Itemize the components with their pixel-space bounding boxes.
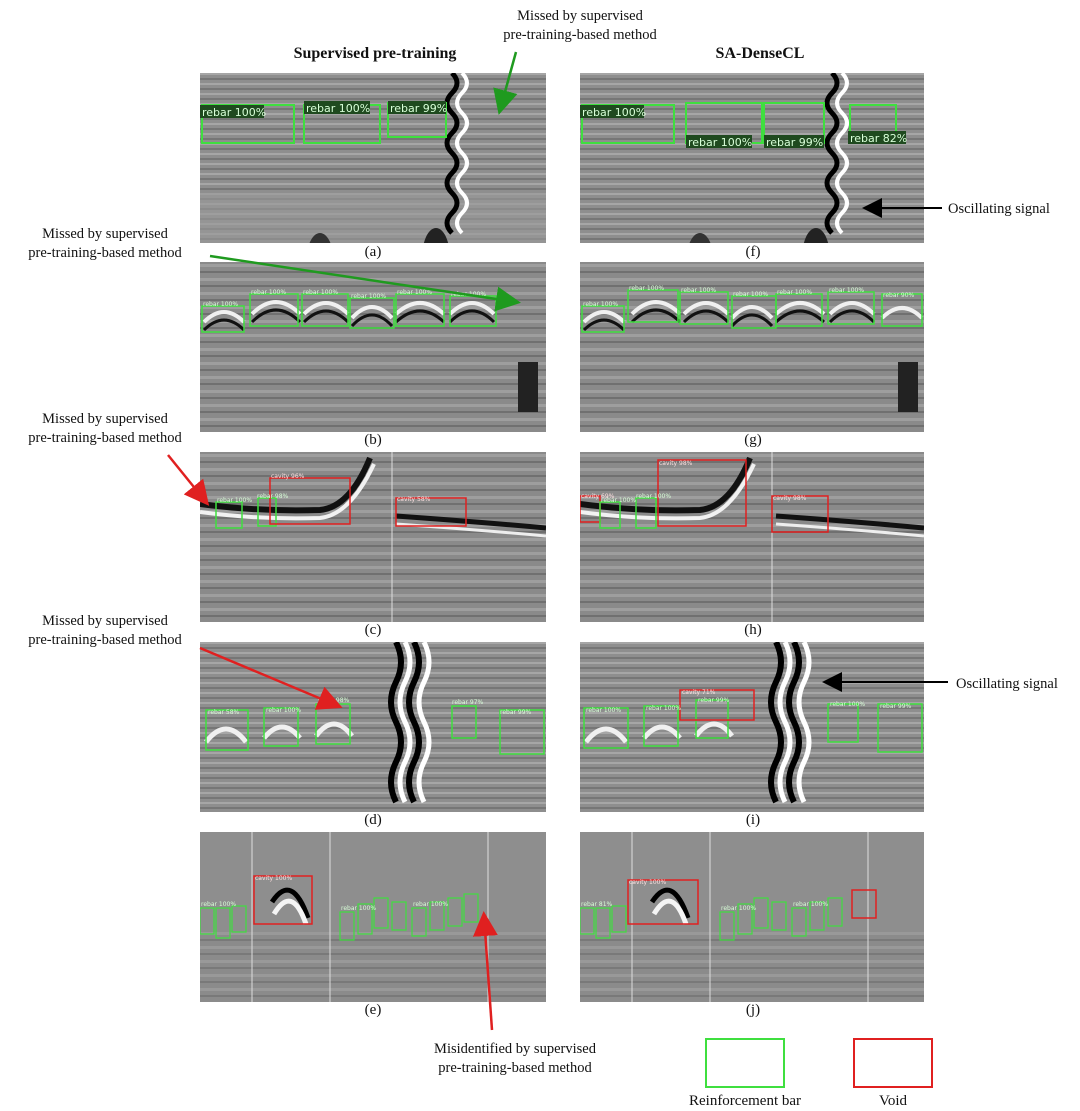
panel-d: rebar 58% rebar 100% rebar 98% rebar 97%… — [200, 642, 546, 812]
annotation-line: Missed by supervised — [517, 8, 643, 24]
panel-label-e: (e) — [364, 1002, 382, 1018]
panel-label-h: (h) — [744, 622, 762, 638]
detection-label: rebar 100% — [688, 136, 752, 149]
arrow-misidentified-e — [472, 911, 498, 1031]
annotation-line: pre-training-based method — [503, 27, 657, 43]
legend-label-rebar: Reinforcement bar — [688, 1093, 802, 1109]
detection-label: cavity 58% — [397, 496, 431, 503]
detection-label: cavity 98% — [773, 495, 807, 502]
detection-label: rebar 100% — [351, 293, 386, 300]
detection-label: cavity 71% — [682, 689, 716, 696]
detection-label: rebar 100% — [413, 901, 448, 908]
panel-label-g: (g) — [744, 432, 762, 448]
detection-label: rebar 99% — [766, 136, 823, 149]
missed-annotation-d: Missed by supervised pre-training-based … — [5, 612, 205, 650]
detection-label: rebar 100% — [629, 285, 664, 292]
detection-label: rebar 99% — [390, 102, 447, 115]
detection-label: rebar 100% — [586, 707, 621, 714]
detection-label: rebar 81% — [581, 901, 613, 908]
detection-label: rebar 82% — [850, 132, 907, 145]
detection-label: cavity 69% — [581, 493, 615, 500]
detection-label: cavity 98% — [659, 460, 693, 467]
annotation-line: pre-training-based method — [28, 430, 182, 446]
detection-label: rebar 100% — [636, 493, 671, 500]
arrow-missed-b — [209, 254, 521, 312]
oscillating-label-i: Oscillating signal — [956, 676, 1058, 692]
left-column-title: Supervised pre-training — [293, 45, 457, 62]
detection-label: rebar 58% — [208, 709, 240, 716]
detection-label: rebar 100% — [829, 287, 864, 294]
panel-label-d: (d) — [364, 812, 382, 828]
annotation-line: Missed by supervised — [42, 613, 168, 629]
panel-b: rebar 100% rebar 100% rebar 100% rebar 1… — [200, 262, 546, 432]
detection-label: rebar 100% — [217, 497, 252, 504]
detection-label: rebar 100% — [201, 901, 236, 908]
detection-label: cavity 100% — [255, 875, 292, 882]
panel-h: cavity 69% rebar 100% rebar 100% cavity … — [580, 452, 924, 622]
panel-label-b: (b) — [364, 432, 382, 448]
annotation-line: Missed by supervised — [42, 226, 168, 242]
detection-label: rebar 100% — [266, 707, 301, 714]
detection-label: cavity 100% — [629, 879, 666, 886]
panel-g: rebar 100% rebar 100% rebar 100% rebar 1… — [580, 262, 924, 432]
detection-label: rebar 100% — [251, 289, 286, 296]
annotation-line: Misidentified by supervised — [434, 1041, 596, 1057]
detection-label: rebar 100% — [583, 301, 618, 308]
detection-label: rebar 100% — [341, 905, 376, 912]
detection-label: rebar 99% — [698, 697, 730, 704]
panel-label-c: (c) — [364, 622, 382, 638]
missed-annotation-b: Missed by supervised pre-training-based … — [5, 225, 205, 263]
detection-label: rebar 100% — [306, 102, 370, 115]
detection-label: rebar 100% — [601, 497, 636, 504]
missed-annotation-top: Missed by supervised pre-training-based … — [460, 7, 700, 45]
detection-label: rebar 100% — [721, 905, 756, 912]
oscillating-label-f: Oscillating signal — [948, 201, 1050, 217]
detection-label: rebar 100% — [582, 106, 646, 119]
legend-label-void: Void — [878, 1093, 908, 1109]
detection-label: rebar 100% — [733, 291, 768, 298]
detection-label: rebar 90% — [883, 292, 915, 299]
right-column-title: SA-DenseCL — [715, 45, 805, 62]
detection-label: rebar 100% — [793, 901, 828, 908]
detection-label: rebar 100% — [830, 701, 865, 708]
arrow-missed-d — [199, 646, 343, 710]
detection-label: cavity 96% — [271, 473, 305, 480]
legend-swatch-void — [853, 1038, 933, 1088]
panel-label-j: (j) — [745, 1002, 761, 1018]
panel-label-i: (i) — [745, 812, 761, 828]
panel-label-a: (a) — [364, 244, 382, 260]
arrow-missed-c — [167, 454, 210, 506]
detection-label: rebar 97% — [452, 699, 484, 706]
panel-i: rebar 100% rebar 100% cavity 71% rebar 9… — [580, 642, 924, 812]
annotation-line: pre-training-based method — [28, 245, 182, 261]
panel-j: cavity 100% rebar 81% rebar 100% rebar 1… — [580, 832, 924, 1002]
legend-swatch-rebar — [705, 1038, 785, 1088]
detection-label: rebar 99% — [880, 703, 912, 710]
misidentified-annotation: Misidentified by supervised pre-training… — [400, 1040, 630, 1078]
annotation-line: pre-training-based method — [28, 632, 182, 648]
annotation-line: pre-training-based method — [438, 1060, 592, 1076]
detection-label: rebar 100% — [646, 705, 681, 712]
detection-label: rebar 98% — [257, 493, 289, 500]
detection-label: rebar 100% — [777, 289, 812, 296]
panel-a: rebar 100% rebar 100% rebar 99% — [200, 73, 546, 243]
arrow-missed-top — [493, 51, 518, 115]
detection-label: rebar 100% — [681, 287, 716, 294]
panel-label-f: (f) — [745, 244, 761, 260]
annotation-line: Missed by supervised — [42, 411, 168, 427]
panel-c: rebar 100% rebar 98% cavity 96% cavity 5… — [200, 452, 546, 622]
detection-label: rebar 100% — [397, 289, 432, 296]
missed-annotation-c: Missed by supervised pre-training-based … — [5, 410, 205, 448]
detection-label: rebar 100% — [303, 289, 338, 296]
detection-label: rebar 99% — [500, 709, 532, 716]
detection-label: rebar 100% — [202, 106, 266, 119]
detection-label: rebar 100% — [203, 301, 238, 308]
